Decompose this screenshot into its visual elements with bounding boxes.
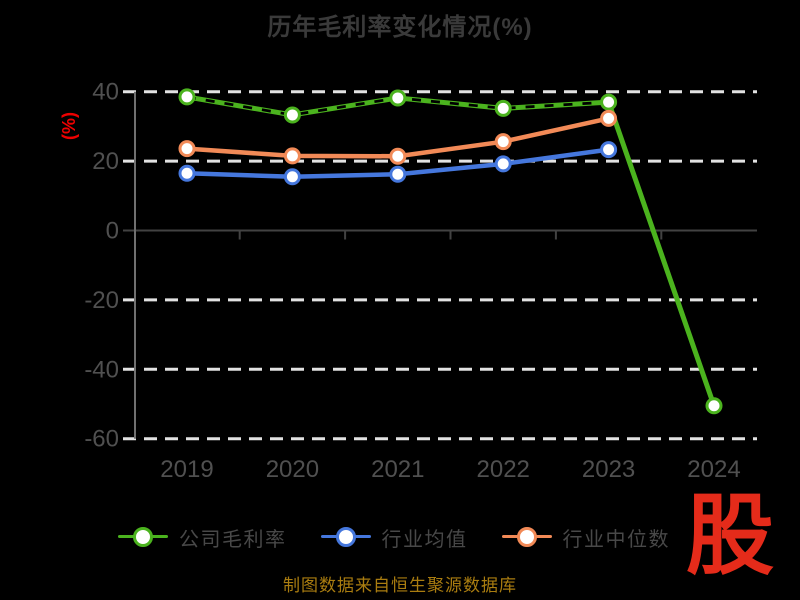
line-marker-icon: [118, 527, 168, 547]
data-point-marker: [600, 109, 618, 127]
data-point-marker: [389, 147, 407, 165]
data-point-marker: [389, 165, 407, 183]
legend-item-industry-mean: 行业均值: [320, 523, 468, 552]
data-point-marker: [178, 164, 196, 182]
data-point-marker: [705, 397, 723, 415]
x-tick-label: 2020: [266, 456, 319, 483]
y-tick-label: -20: [84, 287, 119, 314]
legend: 公司毛利率 行业均值 行业中位数: [118, 521, 670, 553]
chart-title: 历年毛利率变化情况(%): [267, 14, 533, 41]
data-point-marker: [389, 89, 407, 107]
legend-label: 行业均值: [381, 528, 468, 551]
data-point-marker: [283, 106, 301, 124]
data-point-marker: [494, 99, 512, 117]
brand-logo: 股: [686, 486, 775, 585]
y-tick-label: 0: [106, 218, 119, 245]
legend-dot-icon: [133, 527, 153, 547]
series-line-0: [184, 94, 717, 409]
x-tick-label: 2021: [371, 456, 424, 483]
line-marker-icon: [320, 527, 371, 547]
data-point-marker: [283, 147, 301, 165]
legend-label: 行业中位数: [562, 528, 670, 551]
x-tick-label: 2022: [477, 456, 530, 483]
data-point-marker: [600, 93, 618, 111]
y-tick-label: 20: [92, 148, 119, 175]
x-tick-label: 2019: [160, 456, 213, 483]
data-point-marker: [178, 88, 196, 106]
legend-label: 公司毛利率: [179, 528, 287, 551]
line-marker-icon: [501, 527, 552, 547]
x-tick-label: 2024: [687, 456, 740, 483]
legend-dot-icon: [516, 527, 537, 547]
data-point-marker: [494, 133, 512, 151]
data-point-marker: [283, 168, 301, 186]
y-tick-label: -60: [84, 426, 119, 453]
x-tick-label: 2023: [582, 456, 635, 483]
legend-dot-icon: [335, 527, 356, 547]
y-tick-label: -40: [84, 356, 119, 383]
data-point-marker: [600, 141, 618, 159]
data-source-note: 制图数据来自恒生聚源数据库: [283, 576, 517, 595]
data-point-marker: [494, 155, 512, 173]
y-tick-label: 40: [92, 79, 119, 106]
legend-item-industry-median: 行业中位数: [501, 523, 671, 552]
legend-item-company-gross-margin: 公司毛利率: [118, 523, 287, 552]
data-point-marker: [178, 140, 196, 158]
y-axis-unit-label: (%): [59, 112, 79, 140]
